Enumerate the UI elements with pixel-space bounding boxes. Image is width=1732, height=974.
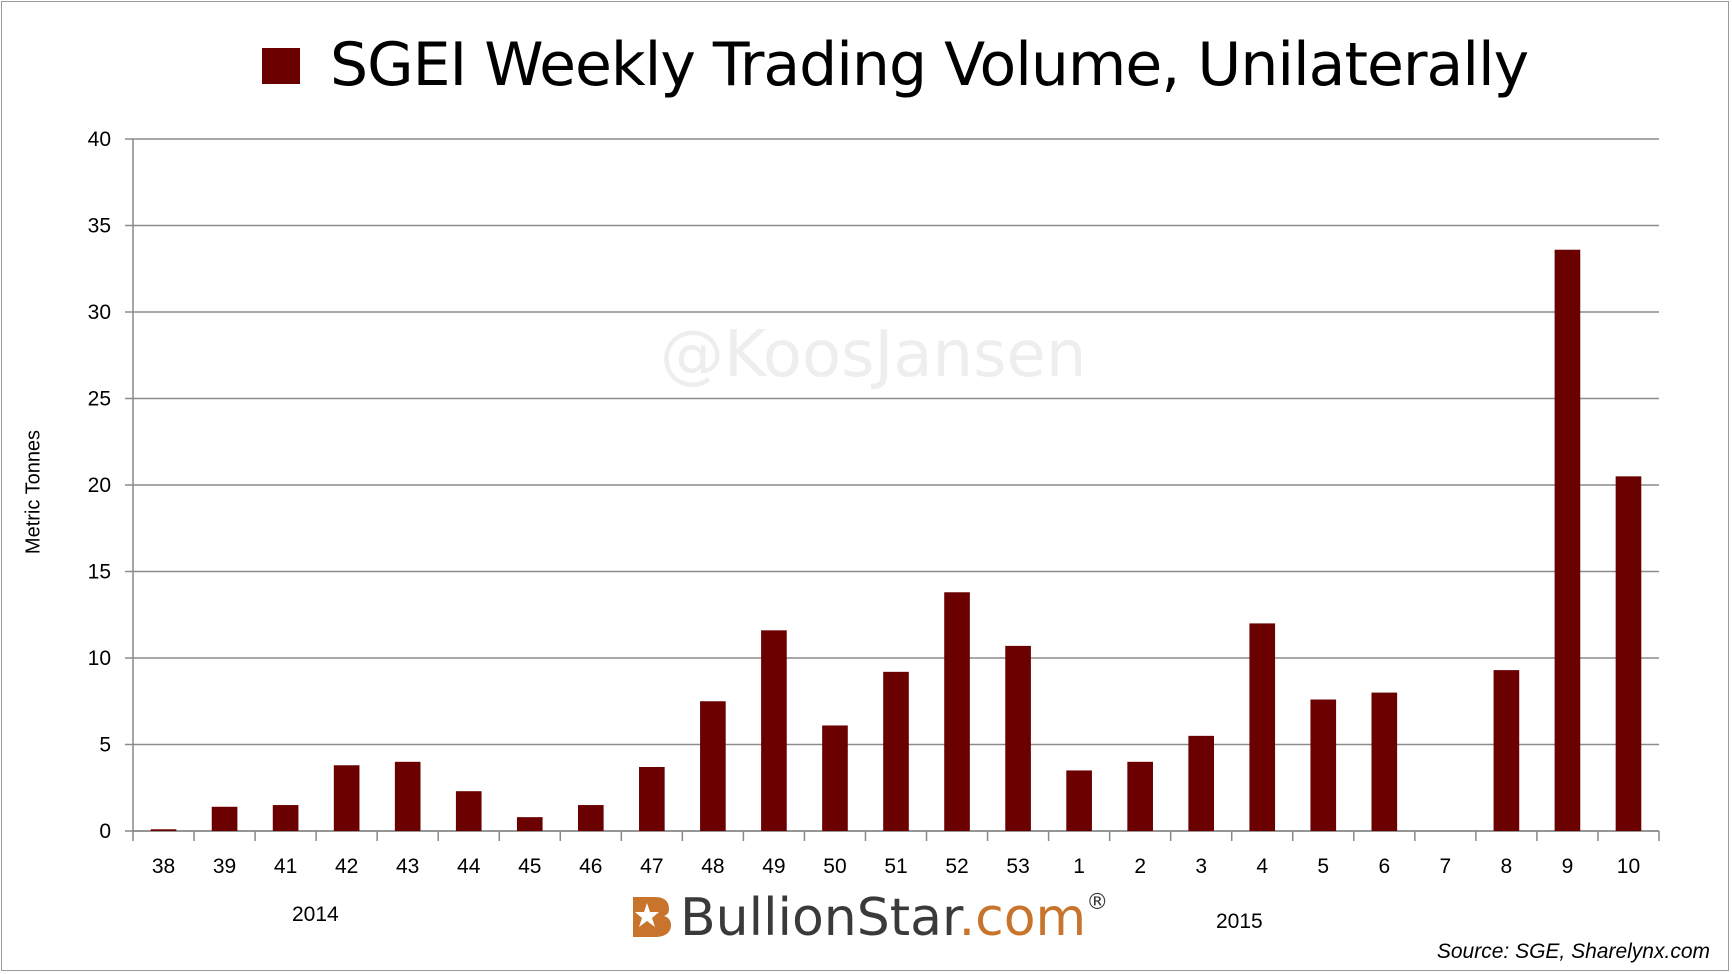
bar [1371,692,1398,831]
y-tick-label: 10 [88,647,111,670]
bar [211,806,238,831]
x-tick-label: 52 [945,855,968,878]
y-tick-label: 5 [99,734,111,757]
legend-swatch [262,48,300,84]
year-label-2015: 2015 [1216,910,1263,933]
x-tick-label: 53 [1006,855,1029,878]
registered-mark: ® [1086,890,1109,915]
bar [700,701,726,831]
x-tick-label: 3 [1195,855,1207,878]
bar [944,592,970,831]
year-label-2014: 2014 [292,903,339,926]
x-tick-label: 47 [640,855,663,878]
y-tick-label: 30 [88,301,111,324]
bar [272,805,299,831]
x-tick-label: 42 [335,855,358,878]
x-tick-label: 7 [1440,855,1452,878]
y-tick-label: 15 [88,561,111,584]
x-tick-label: 49 [762,855,785,878]
chart-title: SGEI Weekly Trading Volume, Unilaterally [330,30,1529,100]
bar [1615,476,1642,831]
bar [516,817,543,831]
x-tick-label: 6 [1378,855,1390,878]
watermark: @KoosJansen [660,318,1087,392]
x-tick-label: 9 [1562,855,1574,878]
bar [150,829,177,831]
x-tick-label: 4 [1256,855,1268,878]
bar [1127,761,1153,831]
x-tick-label: 45 [518,855,541,878]
bar [761,630,787,831]
bar [1493,670,1520,831]
bullionstar-logo-icon [633,897,671,937]
bar [1188,735,1215,831]
x-tick-label: 41 [274,855,297,878]
bar [822,725,848,831]
y-tick-label: 20 [88,474,111,497]
x-tick-label: 44 [457,855,481,878]
x-tick-label: 1 [1073,855,1085,878]
x-tick-label: 43 [396,855,419,878]
x-tick-label: 50 [823,855,846,878]
x-tick-label: 51 [884,855,907,878]
y-tick-label: 25 [88,388,111,411]
bar [1066,770,1092,831]
x-tick-label: 5 [1317,855,1329,878]
brand-name-part2: .com [958,888,1087,948]
y-tick-label: 0 [99,820,111,843]
x-tick-label: 8 [1501,855,1513,878]
bar [1310,699,1337,831]
y-tick-label: 40 [88,128,111,151]
bar [577,805,604,831]
bar [455,791,482,831]
x-tick-label: 39 [213,855,236,878]
bar [1249,623,1276,831]
bar [883,671,909,831]
bar [639,766,665,831]
x-tick-label: 38 [152,855,175,878]
x-tick-label: 46 [579,855,602,878]
x-tick-label: 48 [701,855,724,878]
brand-name: BullionStar.com® [680,890,1109,945]
bar [1005,645,1031,831]
bar [394,761,421,831]
bar [333,765,360,831]
bar [1554,249,1581,832]
source-note: Source: SGE, Sharelynx.com [1436,940,1710,963]
y-tick-label: 35 [88,215,111,238]
x-tick-label: 2 [1134,855,1146,878]
x-tick-label: 10 [1617,855,1640,878]
brand-name-part1: BullionStar [680,888,959,948]
